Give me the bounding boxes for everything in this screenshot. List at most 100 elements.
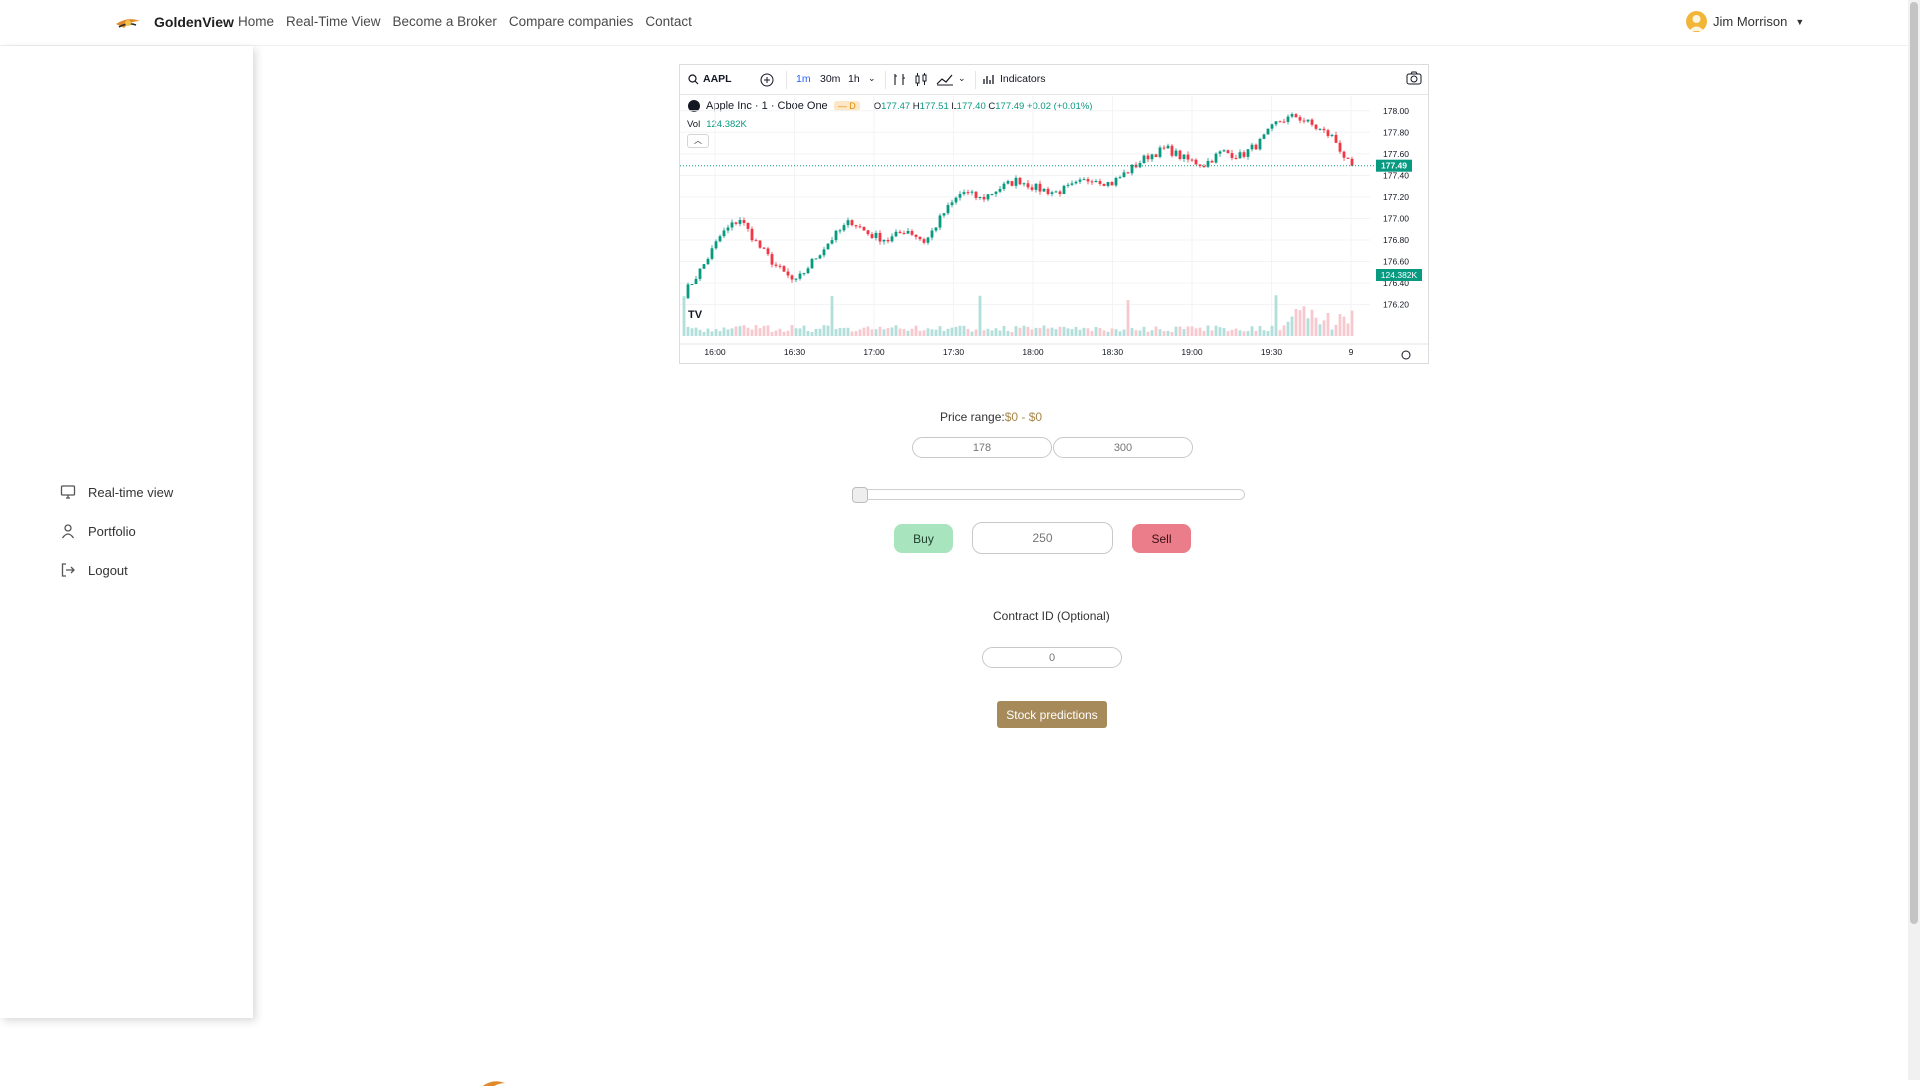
interval-label: 30m <box>820 73 841 85</box>
candle-body <box>922 239 926 243</box>
candle-body <box>1066 184 1070 186</box>
candle-body <box>742 220 746 223</box>
volume-bar <box>870 329 874 336</box>
min-price-input[interactable] <box>912 437 1052 458</box>
candle-body <box>846 220 850 226</box>
volume-bar <box>954 326 958 336</box>
candle-body <box>1286 116 1290 122</box>
volume-bar <box>1198 327 1202 336</box>
ohlc-values: O177.47 H177.51 L177.40 C177.49 +0.02 (+… <box>873 100 1093 112</box>
candle-body <box>822 249 826 256</box>
interval-1h-button[interactable]: 1h <box>848 73 860 85</box>
volume-bar <box>814 328 818 336</box>
candle-body <box>1306 119 1310 122</box>
x-tick-label: 19:00 <box>1181 347 1203 357</box>
candle-body <box>1142 155 1146 164</box>
bar-style-icon[interactable] <box>892 73 906 86</box>
candle-body <box>1266 128 1270 135</box>
volume-bar <box>1010 331 1014 336</box>
candle-body <box>786 271 790 276</box>
candle-body <box>1094 181 1098 183</box>
x-tick-label: 18:00 <box>1022 347 1044 357</box>
symbol-search-button[interactable]: AAPL <box>688 73 732 85</box>
indicators-button[interactable]: Indicators <box>983 73 1046 85</box>
nav-contact[interactable]: Contact <box>645 14 692 29</box>
style-dropdown-chevron-icon[interactable]: ⌄ <box>958 73 966 83</box>
volume-bar <box>1266 331 1270 336</box>
candle-body <box>914 234 918 237</box>
area-style-icon[interactable] <box>936 73 954 86</box>
screenshot-camera-icon[interactable] <box>1406 71 1422 88</box>
tradingview-chart-widget[interactable]: AAPL 1m 30m 1h ⌄ <box>679 64 1429 364</box>
symbol-label: AAPL <box>703 73 732 85</box>
brand-name: GoldenView <box>154 14 234 30</box>
quantity-input[interactable] <box>972 522 1113 554</box>
max-price-input[interactable] <box>1053 437 1193 458</box>
sidebar-item-portfolio[interactable]: Portfolio <box>60 523 136 539</box>
sidebar-item-real-time-view[interactable]: Real-time view <box>60 484 173 500</box>
contract-id-label: Contract ID (Optional) <box>993 609 1110 623</box>
candle-body <box>790 275 794 280</box>
volume-bar <box>1110 328 1114 336</box>
tradingview-logo[interactable]: TV <box>688 309 703 321</box>
x-tick-label: 16:00 <box>704 347 726 357</box>
candle-body <box>686 284 690 299</box>
candle-body <box>1006 181 1010 184</box>
compare-symbol-button[interactable] <box>760 73 774 87</box>
interval-30m-button[interactable]: 30m <box>820 73 840 85</box>
candle-body <box>1154 154 1158 157</box>
nav-become-broker[interactable]: Become a Broker <box>392 14 497 29</box>
nav-real-time-view[interactable]: Real-Time View <box>286 14 381 29</box>
candle-body <box>1146 155 1150 160</box>
candle-body <box>838 230 842 232</box>
interval-dropdown-chevron-icon[interactable]: ⌄ <box>868 73 876 83</box>
collapse-legend-chevron-up-icon[interactable]: ︿ <box>687 134 709 148</box>
settings-gear-icon[interactable] <box>1401 350 1411 360</box>
nav-home[interactable]: Home <box>238 14 275 29</box>
candle-body <box>1246 149 1250 157</box>
volume-bar <box>914 325 918 336</box>
candle-body <box>942 213 946 216</box>
price-chart[interactable]: 178.00 177.80 177.60 177.40 177.20 177.00 176.… <box>680 96 1428 364</box>
x-tick-label: 17:00 <box>863 347 885 357</box>
volume-bar <box>782 331 786 336</box>
candle-body <box>994 191 998 194</box>
interval-1m-button[interactable]: 1m <box>796 73 811 85</box>
candle-body <box>810 258 814 269</box>
stock-predictions-button[interactable]: Stock predictions <box>997 701 1107 728</box>
price-slider-track[interactable] <box>854 489 1245 500</box>
y-tick-label: 177.00 <box>1383 213 1409 223</box>
price-slider-handle[interactable] <box>852 487 868 503</box>
nav-compare-companies[interactable]: Compare companies <box>508 14 634 29</box>
candle-body <box>1122 172 1126 178</box>
y-tick-label: 177.80 <box>1383 127 1409 137</box>
user-menu[interactable]: Jim Morrison ▼ <box>1686 11 1804 32</box>
price-range-label: Price range:$0 - $0 <box>940 410 1043 424</box>
sell-button[interactable]: Sell <box>1132 524 1191 553</box>
candle-body <box>1110 182 1114 186</box>
contract-id-input[interactable] <box>982 647 1122 668</box>
sidebar-item-logout[interactable]: Logout <box>60 562 128 578</box>
volume-bar <box>894 325 898 336</box>
volume-bar <box>1202 330 1206 336</box>
candle-body <box>726 227 730 231</box>
brand[interactable]: GoldenView <box>114 12 234 32</box>
volume-bar <box>930 329 934 336</box>
volume-bar <box>1118 331 1122 336</box>
footer-logo-icon <box>481 1074 507 1086</box>
volume-bar <box>1290 316 1294 336</box>
candle-body <box>1158 147 1162 157</box>
page-scrollbar[interactable] <box>1908 0 1920 1080</box>
volume-bar <box>778 328 782 336</box>
candlestick-style-icon[interactable] <box>914 73 928 86</box>
volume-legend: Vol 124.382K <box>687 119 747 130</box>
candle-body <box>898 231 902 233</box>
caret-down-icon: ▼ <box>1795 16 1805 27</box>
volume-bar <box>1022 325 1026 336</box>
buy-button[interactable]: Buy <box>894 524 953 553</box>
candle-body <box>750 228 754 241</box>
scrollbar-thumb[interactable] <box>1910 2 1918 924</box>
candle-body <box>1314 124 1318 129</box>
volume-bar <box>1342 316 1346 336</box>
candle-body <box>1046 188 1050 195</box>
